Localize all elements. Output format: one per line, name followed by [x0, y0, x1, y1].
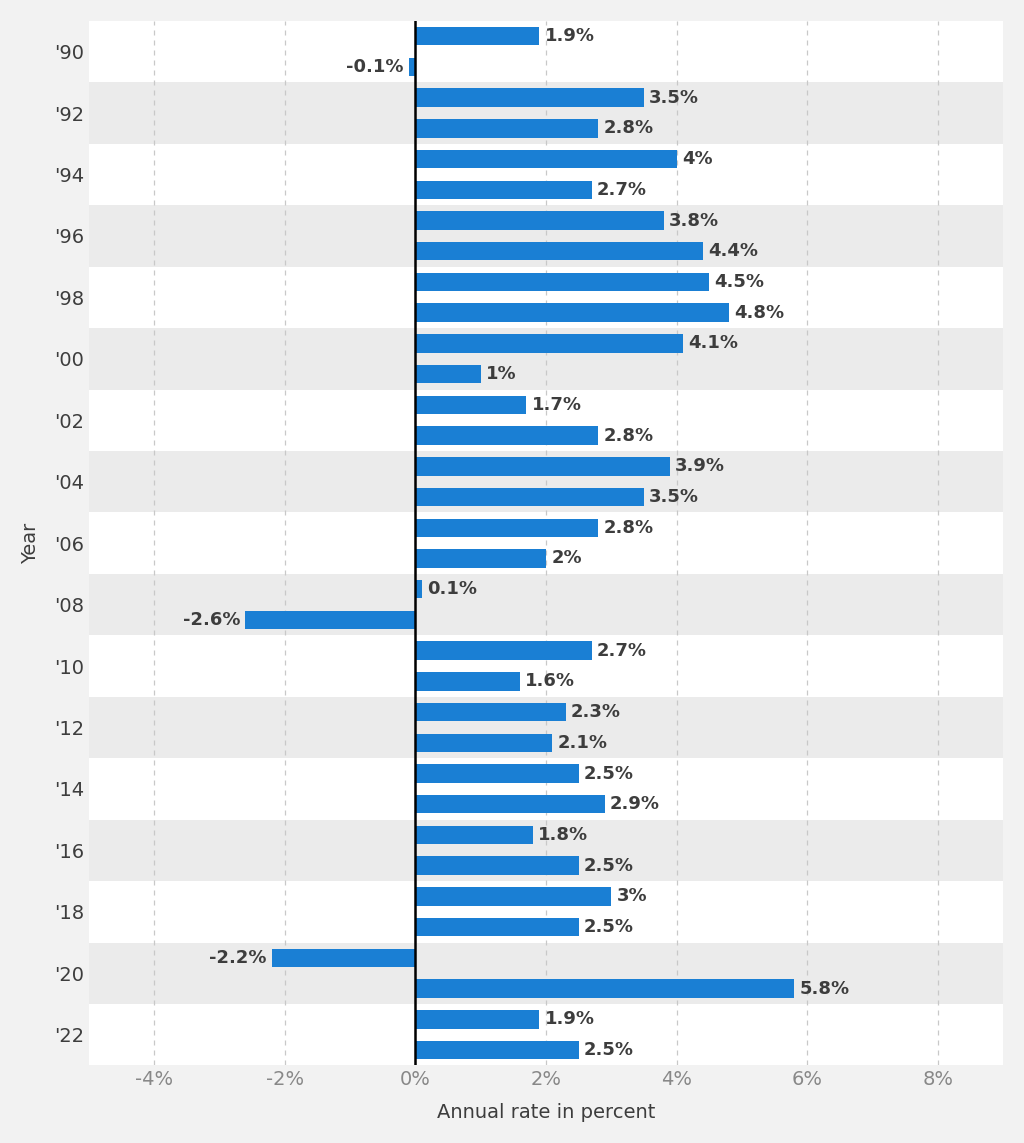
Bar — [89, 390, 1004, 451]
Text: -0.1%: -0.1% — [346, 58, 403, 75]
Text: 2.5%: 2.5% — [584, 765, 634, 783]
Text: 1.7%: 1.7% — [531, 395, 582, 414]
Bar — [416, 641, 592, 660]
Bar — [416, 825, 532, 845]
Text: 3%: 3% — [616, 887, 647, 905]
Bar — [246, 610, 416, 629]
Bar — [271, 949, 416, 967]
Bar — [89, 206, 1004, 266]
Bar — [416, 734, 553, 752]
Text: 2.8%: 2.8% — [603, 519, 653, 537]
Text: 2.7%: 2.7% — [597, 641, 647, 660]
Bar — [89, 451, 1004, 512]
Text: 3.5%: 3.5% — [649, 488, 699, 506]
Text: -2.6%: -2.6% — [182, 610, 241, 629]
Bar — [416, 88, 644, 106]
Bar — [89, 512, 1004, 574]
Text: 2%: 2% — [551, 550, 582, 567]
Text: 4.5%: 4.5% — [715, 273, 765, 291]
Bar — [416, 918, 579, 936]
Bar — [89, 636, 1004, 697]
Bar — [416, 150, 677, 168]
Bar — [416, 334, 683, 353]
Text: 4%: 4% — [682, 150, 713, 168]
Bar — [416, 457, 670, 475]
Bar — [416, 765, 579, 783]
Bar — [89, 820, 1004, 881]
Bar — [416, 181, 592, 199]
Bar — [416, 27, 540, 46]
Bar — [89, 881, 1004, 943]
Bar — [416, 488, 644, 506]
Bar — [89, 328, 1004, 390]
Bar — [89, 21, 1004, 82]
Bar — [416, 856, 579, 874]
Bar — [416, 426, 598, 445]
Bar — [416, 1010, 540, 1029]
Text: 4.4%: 4.4% — [708, 242, 758, 261]
Bar — [416, 550, 546, 568]
Bar — [89, 1004, 1004, 1065]
Bar — [416, 519, 598, 537]
Text: 1.6%: 1.6% — [525, 672, 575, 690]
Text: 2.3%: 2.3% — [570, 703, 621, 721]
Text: 4.8%: 4.8% — [734, 304, 784, 321]
Text: 1.9%: 1.9% — [545, 1010, 595, 1029]
Bar — [89, 144, 1004, 206]
Text: 3.8%: 3.8% — [669, 211, 719, 230]
Text: 2.1%: 2.1% — [558, 734, 607, 752]
Text: 1.8%: 1.8% — [538, 826, 588, 844]
Bar — [416, 580, 422, 599]
Bar — [416, 980, 795, 998]
Text: 2.9%: 2.9% — [610, 796, 659, 814]
Text: 1%: 1% — [485, 365, 516, 383]
Text: 0.1%: 0.1% — [427, 581, 477, 598]
Bar — [416, 304, 729, 322]
Bar — [89, 574, 1004, 636]
Text: 3.9%: 3.9% — [675, 457, 725, 475]
Text: 3.5%: 3.5% — [649, 89, 699, 106]
Bar — [409, 57, 416, 77]
Bar — [416, 242, 702, 261]
Text: 2.8%: 2.8% — [603, 119, 653, 137]
Y-axis label: Year: Year — [20, 522, 40, 563]
Text: 5.8%: 5.8% — [800, 980, 850, 998]
Text: 2.5%: 2.5% — [584, 918, 634, 936]
Bar — [416, 211, 664, 230]
Bar — [416, 395, 526, 414]
Bar — [89, 943, 1004, 1004]
Bar — [89, 266, 1004, 328]
Bar — [89, 758, 1004, 820]
Text: 2.5%: 2.5% — [584, 857, 634, 874]
Text: 2.8%: 2.8% — [603, 426, 653, 445]
Bar — [89, 697, 1004, 758]
Bar — [416, 887, 611, 905]
Bar — [416, 703, 565, 721]
Bar — [416, 365, 480, 383]
Bar — [416, 273, 710, 291]
Bar — [416, 796, 605, 814]
Bar — [416, 672, 520, 690]
Bar — [89, 82, 1004, 144]
X-axis label: Annual rate in percent: Annual rate in percent — [437, 1103, 655, 1122]
Text: 2.5%: 2.5% — [584, 1041, 634, 1060]
Text: 1.9%: 1.9% — [545, 27, 595, 46]
Text: 4.1%: 4.1% — [688, 335, 738, 352]
Text: -2.2%: -2.2% — [209, 949, 266, 967]
Bar — [416, 119, 598, 137]
Text: 2.7%: 2.7% — [597, 181, 647, 199]
Bar — [416, 1041, 579, 1060]
